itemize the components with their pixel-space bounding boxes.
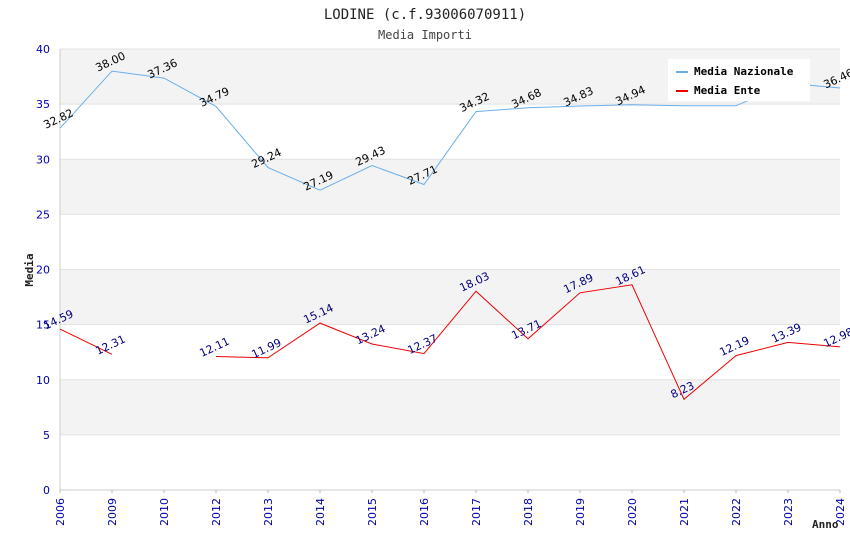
y-tick-label: 15 <box>36 319 50 332</box>
grid-band <box>60 214 840 270</box>
x-tick-label: 2022 <box>730 498 743 526</box>
series-lines <box>59 70 841 401</box>
x-axis-ticks: 2006 2009 2010 2012 2013 2014 2015 2016 2017 2018… <box>54 490 847 526</box>
x-axis-label: Anno <box>812 518 839 531</box>
x-tick-label: 2012 <box>210 498 223 526</box>
x-tick-label: 2014 <box>314 498 327 526</box>
y-tick-label: 20 <box>36 264 50 277</box>
y-tick-label: 40 <box>36 43 50 56</box>
legend: Media Nazionale Media Ente <box>668 59 810 101</box>
legend-label-media-nazionale: Media Nazionale <box>694 65 794 78</box>
y-tick-label: 0 <box>43 484 50 497</box>
legend-box <box>668 59 810 101</box>
y-tick-label: 25 <box>36 208 50 221</box>
chart-subtitle: Media Importi <box>378 28 472 42</box>
x-tick-label: 2021 <box>678 498 691 526</box>
grid-band <box>60 379 840 435</box>
grid-band <box>60 159 840 215</box>
y-tick-label: 5 <box>43 429 50 442</box>
x-tick-label: 2024 <box>834 498 847 526</box>
x-tick-label: 2017 <box>470 498 483 526</box>
x-tick-label: 2016 <box>418 498 431 526</box>
x-tick-label: 2020 <box>626 498 639 526</box>
chart-title: LODINE (c.f.93006070911) <box>324 7 526 23</box>
x-tick-label: 2023 <box>782 498 795 526</box>
series-line-media-nazionale <box>59 70 841 191</box>
y-axis-label: Media <box>23 253 36 286</box>
x-tick-label: 2010 <box>158 498 171 526</box>
y-tick-label: 30 <box>36 153 50 166</box>
grid-band <box>60 269 840 325</box>
legend-label-media-ente: Media Ente <box>694 84 761 97</box>
y-tick-label: 10 <box>36 374 50 387</box>
x-tick-label: 2009 <box>106 498 119 526</box>
grid-band <box>60 324 840 380</box>
series-line-media-ente <box>215 284 841 401</box>
x-tick-label: 2018 <box>522 498 535 526</box>
x-tick-label: 2019 <box>574 498 587 526</box>
series-line-media-ente <box>59 328 113 355</box>
grid-band <box>60 104 840 160</box>
x-tick-label: 2013 <box>262 498 275 526</box>
grid-band <box>60 434 840 490</box>
plot-background <box>59 48 840 491</box>
y-axis-ticks: 0 5 10 15 20 25 30 35 40 <box>36 43 50 497</box>
x-tick-label: 2006 <box>54 498 67 526</box>
y-tick-label: 35 <box>36 98 50 111</box>
x-tick-label: 2015 <box>366 498 379 526</box>
